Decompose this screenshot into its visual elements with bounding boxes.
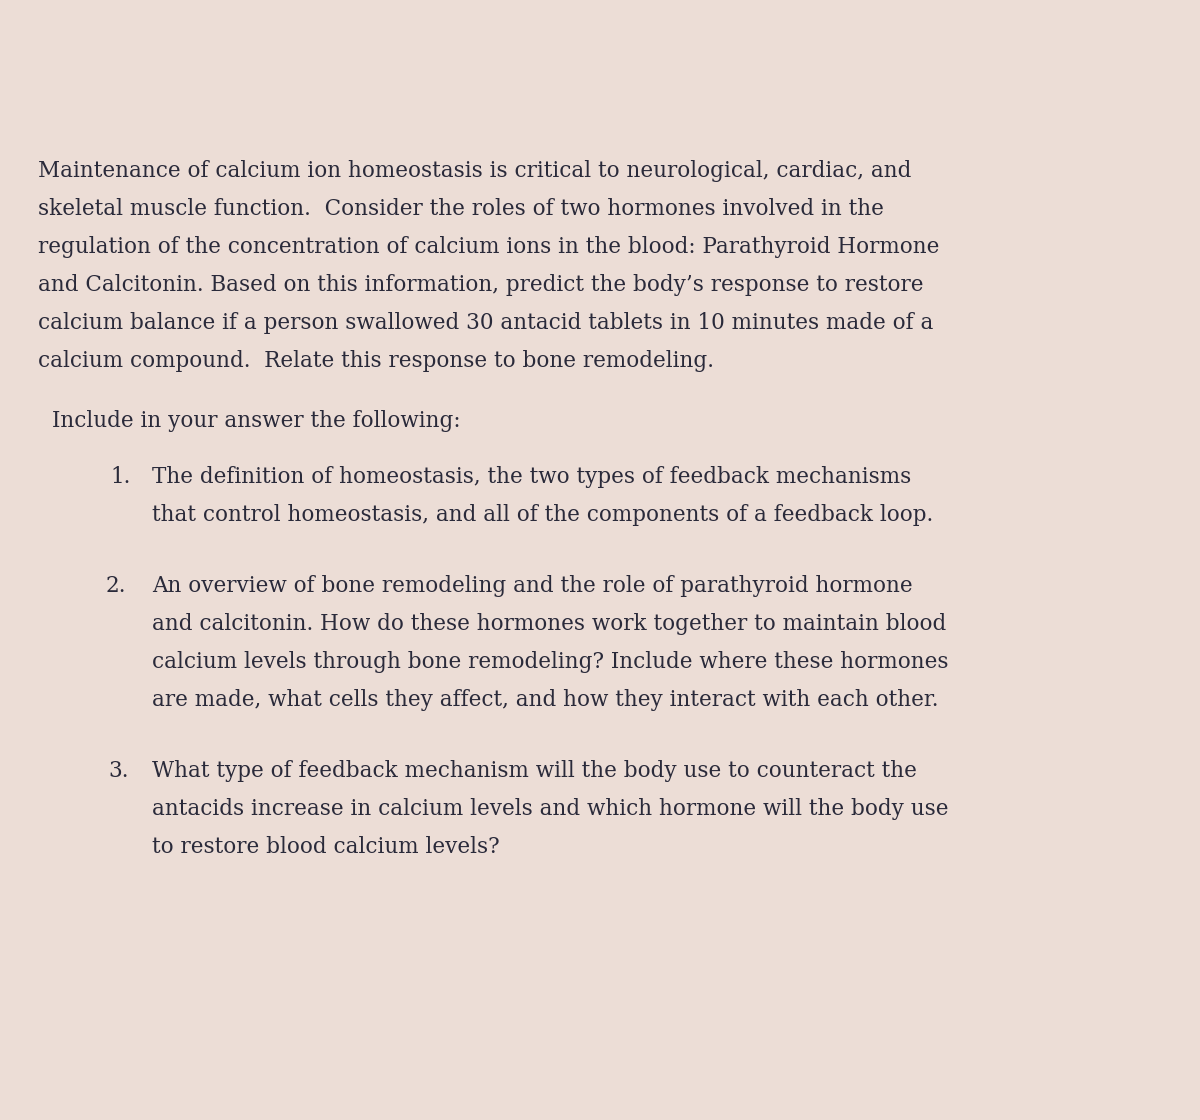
Text: regulation of the concentration of calcium ions in the blood: Parathyroid Hormon: regulation of the concentration of calci… [38, 236, 940, 258]
Text: to restore blood calcium levels?: to restore blood calcium levels? [152, 836, 499, 858]
Text: Include in your answer the following:: Include in your answer the following: [52, 410, 461, 432]
Text: An overview of bone remodeling and the role of parathyroid hormone: An overview of bone remodeling and the r… [152, 575, 913, 597]
Text: and calcitonin. How do these hormones work together to maintain blood: and calcitonin. How do these hormones wo… [152, 613, 947, 635]
Text: antacids increase in calcium levels and which hormone will the body use: antacids increase in calcium levels and … [152, 797, 948, 820]
Text: calcium levels through bone remodeling? Include where these hormones: calcium levels through bone remodeling? … [152, 651, 948, 673]
Text: skeletal muscle function.  Consider the roles of two hormones involved in the: skeletal muscle function. Consider the r… [38, 198, 884, 220]
Text: What type of feedback mechanism will the body use to counteract the: What type of feedback mechanism will the… [152, 759, 917, 782]
Text: and Calcitonin. Based on this information, predict the body’s response to restor: and Calcitonin. Based on this informatio… [38, 274, 924, 296]
Text: calcium balance if a person swallowed 30 antacid tablets in 10 minutes made of a: calcium balance if a person swallowed 30… [38, 312, 934, 334]
Text: calcium compound.  Relate this response to bone remodeling.: calcium compound. Relate this response t… [38, 349, 714, 372]
Text: 1.: 1. [110, 466, 131, 487]
Text: are made, what cells they affect, and how they interact with each other.: are made, what cells they affect, and ho… [152, 689, 938, 710]
Text: that control homeostasis, and all of the components of a feedback loop.: that control homeostasis, and all of the… [152, 504, 934, 525]
Text: 3.: 3. [108, 759, 128, 782]
Text: The definition of homeostasis, the two types of feedback mechanisms: The definition of homeostasis, the two t… [152, 466, 911, 487]
Text: 2.: 2. [106, 575, 126, 597]
Text: Maintenance of calcium ion homeostasis is critical to neurological, cardiac, and: Maintenance of calcium ion homeostasis i… [38, 160, 911, 181]
